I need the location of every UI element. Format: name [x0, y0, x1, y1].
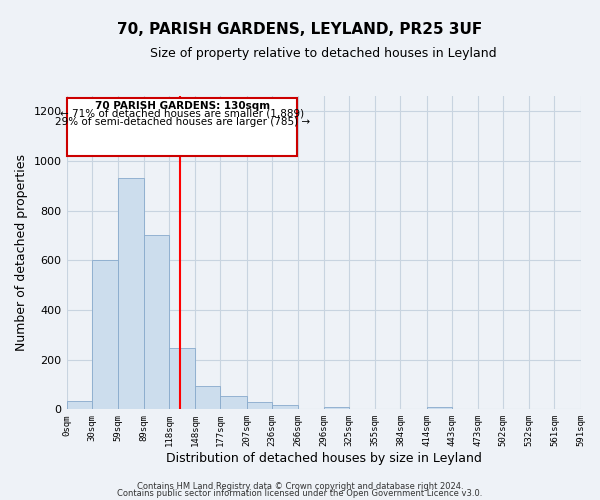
Bar	[427, 407, 452, 410]
Text: 70, PARISH GARDENS, LEYLAND, PR25 3UF: 70, PARISH GARDENS, LEYLAND, PR25 3UF	[118, 22, 482, 38]
X-axis label: Distribution of detached houses by size in Leyland: Distribution of detached houses by size …	[166, 452, 481, 465]
Bar	[220, 396, 247, 409]
Y-axis label: Number of detached properties: Number of detached properties	[15, 154, 28, 352]
Text: 29% of semi-detached houses are larger (785) →: 29% of semi-detached houses are larger (…	[55, 117, 310, 127]
Bar	[67, 98, 297, 156]
Text: ← 71% of detached houses are smaller (1,889): ← 71% of detached houses are smaller (1,…	[60, 109, 304, 119]
Text: 70 PARISH GARDENS: 130sqm: 70 PARISH GARDENS: 130sqm	[95, 102, 270, 112]
Text: Contains public sector information licensed under the Open Government Licence v3: Contains public sector information licen…	[118, 490, 482, 498]
Bar	[324, 407, 349, 410]
Bar	[195, 386, 220, 409]
Bar	[118, 178, 144, 410]
Bar	[92, 260, 118, 410]
Bar	[67, 400, 92, 409]
Bar	[144, 236, 169, 410]
Bar	[272, 405, 298, 409]
Bar	[247, 402, 272, 409]
Title: Size of property relative to detached houses in Leyland: Size of property relative to detached ho…	[150, 48, 497, 60]
Text: Contains HM Land Registry data © Crown copyright and database right 2024.: Contains HM Land Registry data © Crown c…	[137, 482, 463, 491]
Bar	[169, 348, 195, 410]
